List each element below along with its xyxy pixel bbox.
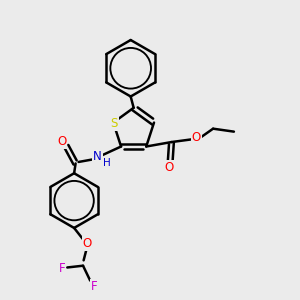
Text: O: O: [57, 135, 66, 148]
Text: F: F: [91, 280, 97, 293]
Text: O: O: [164, 161, 173, 174]
Text: O: O: [191, 131, 201, 144]
Text: S: S: [110, 117, 118, 130]
Text: N: N: [93, 150, 102, 163]
Text: H: H: [103, 158, 111, 168]
Text: O: O: [83, 237, 92, 250]
Text: F: F: [59, 262, 65, 275]
